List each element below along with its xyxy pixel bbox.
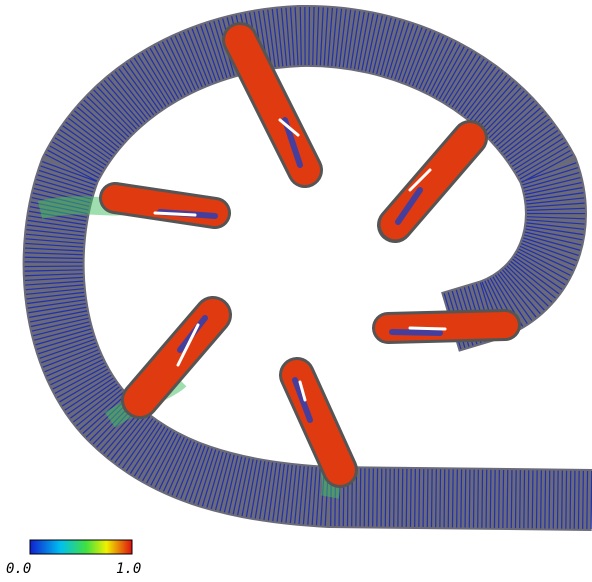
colorbar-max-label: 1.0 <box>116 561 141 577</box>
colorbar-gradient <box>29 539 133 555</box>
colorbar: 0.0 1.0 <box>6 539 141 577</box>
arms <box>99 22 521 488</box>
colorbar-min-label: 0.0 <box>6 561 31 577</box>
